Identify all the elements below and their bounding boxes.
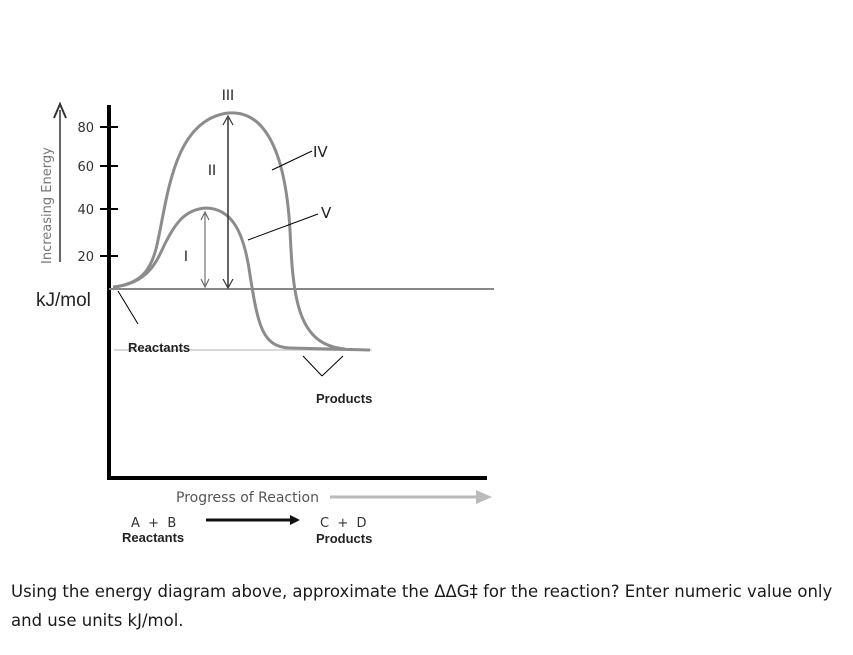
y-axis-label: Increasing Energy: [40, 147, 55, 264]
x-axis-label: Progress of Reaction: [176, 490, 319, 506]
label-reactants: Reactants: [128, 340, 190, 355]
tick-label-20: 20: [77, 250, 94, 265]
unit-label: kJ/mol: [36, 290, 91, 311]
question-text: Using the energy diagram above, approxim…: [11, 582, 833, 630]
tick-label-60: 60: [77, 160, 94, 175]
reaction-left: A + B: [131, 516, 176, 531]
reaction-left-sub: Reactants: [122, 530, 184, 545]
pointer-products-left: [302, 355, 323, 377]
progress-arrowhead-icon: [476, 490, 492, 504]
reaction-arrowhead-icon: [290, 515, 300, 525]
pointer-products-right: [321, 355, 344, 377]
label-I: I: [184, 249, 188, 265]
arrow-I-head-bottom-icon: [200, 278, 210, 289]
pointer-reactants: [117, 290, 139, 325]
uncatalyzed-curve: [114, 111, 346, 351]
catalyzed-curve: [112, 206, 371, 352]
arrow-II-head-bottom-icon: [222, 278, 234, 290]
arrow-II-head-top-icon: [222, 114, 234, 126]
label-III: III: [222, 88, 234, 104]
pointer-IV: [271, 150, 313, 171]
energy-arrowhead-icon: [53, 101, 67, 119]
arrow-I-head-top-icon: [200, 210, 210, 221]
label-II: II: [208, 163, 216, 179]
label-products: Products: [316, 391, 372, 406]
label-IV: IV: [313, 143, 328, 161]
tick-label-40: 40: [77, 203, 94, 218]
reaction-right-sub: Products: [316, 531, 372, 546]
reaction-right: C + D: [320, 516, 367, 531]
label-V: V: [321, 204, 332, 222]
tick-label-80: 80: [77, 121, 94, 136]
pointer-V: [247, 213, 319, 241]
energy-diagram: Increasing Energy 80 60 40 20 kJ/mol III…: [36, 88, 494, 546]
